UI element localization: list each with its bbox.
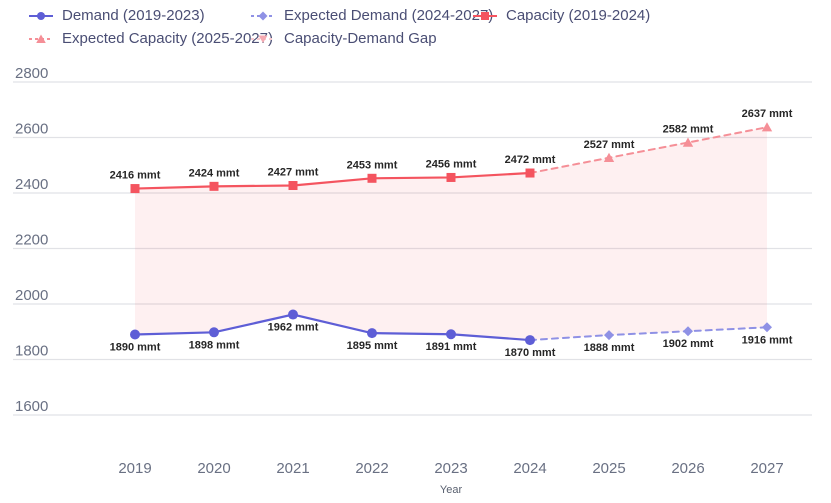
legend-item-capacity-demand-gap[interactable]: Capacity-Demand Gap [250, 30, 437, 47]
capacity-point [446, 172, 456, 182]
capacity-line [133, 171, 532, 190]
data-label: 2424 mmt [189, 167, 240, 179]
data-label: 2527 mmt [584, 139, 635, 151]
legend-item-expected-demand[interactable]: Expected Demand (2024-2027) [250, 7, 493, 24]
demand-point [209, 327, 219, 338]
data-label: 1916 mmt [742, 334, 793, 346]
expected-demand-legend-marker-icon [251, 11, 275, 20]
expected-capacity-point [682, 137, 694, 147]
capacity-demand-gap-legend-marker-icon [251, 35, 275, 43]
expected-capacity-point [761, 122, 773, 132]
y-tick-label: 2600 [15, 121, 48, 138]
capacity-point [288, 181, 298, 191]
demand-point [525, 335, 535, 346]
x-axis-title: Year [440, 484, 463, 496]
data-label: 2427 mmt [268, 167, 319, 179]
capacity-demand-gap-area [135, 127, 767, 341]
legend-item-expected-capacity[interactable]: Expected Capacity (2025-2027) [28, 30, 273, 47]
demand-line [133, 313, 532, 342]
x-tick-label: 2026 [671, 460, 704, 477]
demand-point [288, 309, 298, 320]
demand-legend-marker-icon [29, 11, 53, 20]
data-label: 1870 mmt [505, 347, 556, 359]
x-tick-label: 2023 [434, 460, 467, 477]
expected-demand-point [762, 322, 772, 333]
demand-point [446, 329, 456, 340]
data-label: 2453 mmt [347, 159, 398, 171]
x-tick-label: 2025 [592, 460, 625, 477]
x-tick-label: 2027 [750, 460, 783, 477]
data-label: 1962 mmt [268, 322, 319, 334]
y-tick-label: 1800 [15, 343, 48, 360]
data-label: 1888 mmt [584, 342, 635, 354]
capacity-point [525, 168, 535, 178]
legend-item-demand[interactable]: Demand (2019-2023) [28, 7, 205, 24]
expected-capacity-legend-marker-icon [29, 34, 53, 43]
y-tick-label: 2000 [15, 287, 48, 304]
expected-capacity-point [603, 152, 615, 162]
data-label: 2582 mmt [663, 123, 714, 135]
demand-point [130, 329, 140, 340]
data-label: 1902 mmt [663, 338, 714, 350]
data-label: 1890 mmt [110, 342, 161, 354]
x-tick-label: 2019 [118, 460, 151, 477]
y-tick-label: 1600 [15, 398, 48, 415]
expected-capacity-line [529, 126, 768, 175]
expected-demand-point [604, 330, 614, 341]
y-tick-label: 2800 [15, 65, 48, 82]
capacity-point [130, 184, 140, 194]
capacity-point [209, 181, 219, 191]
demand-point [367, 328, 377, 339]
capacity-point [367, 173, 377, 183]
data-label: 1895 mmt [347, 340, 398, 352]
x-tick-label: 2024 [513, 460, 546, 477]
legend-label-capacity: Capacity (2019-2024) [506, 7, 651, 24]
y-tick-label: 2200 [15, 232, 48, 249]
data-label: 2637 mmt [742, 108, 793, 120]
legend-label-expected-capacity: Expected Capacity (2025-2027) [62, 30, 273, 47]
legend-label-capacity-demand-gap: Capacity-Demand Gap [284, 30, 437, 47]
x-tick-label: 2022 [355, 460, 388, 477]
data-label: 2416 mmt [110, 170, 161, 182]
legend-label-expected-demand: Expected Demand (2024-2027) [284, 7, 494, 24]
x-tick-label: 2020 [197, 460, 230, 477]
x-tick-label: 2021 [276, 460, 309, 477]
expected-demand-line [529, 326, 768, 342]
data-label: 1891 mmt [426, 341, 477, 353]
data-label: 1898 mmt [189, 339, 240, 351]
expected-demand-point [683, 326, 693, 337]
legend-item-capacity[interactable]: Capacity (2019-2024) [472, 7, 650, 24]
legend-label-demand: Demand (2019-2023) [62, 7, 205, 24]
data-label: 2456 mmt [426, 158, 477, 170]
y-tick-label: 2400 [15, 176, 48, 193]
capacity-legend-marker-icon [473, 11, 497, 20]
data-label: 2472 mmt [505, 154, 556, 166]
